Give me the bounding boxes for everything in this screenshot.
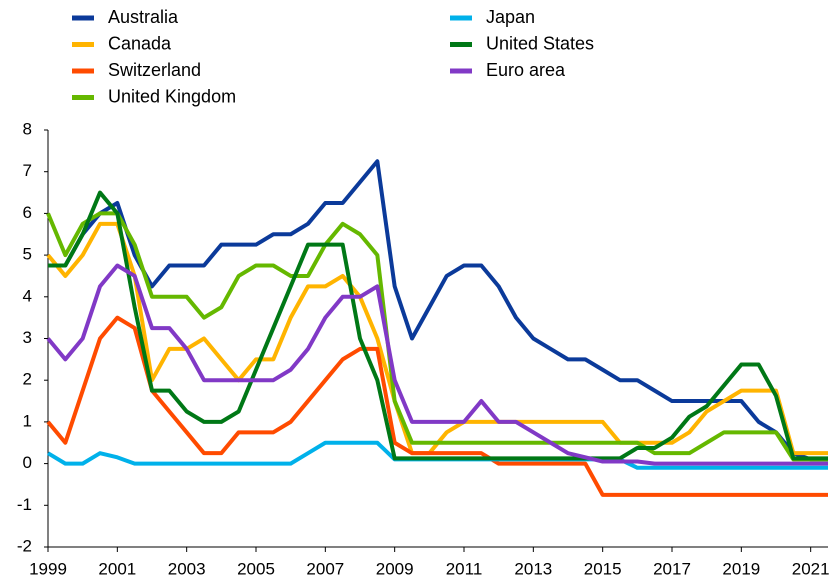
x-tick-label: 2015 bbox=[584, 559, 622, 578]
legend-label: Japan bbox=[486, 7, 535, 27]
y-tick-label: 8 bbox=[23, 119, 32, 138]
x-tick-label: 2005 bbox=[237, 559, 275, 578]
y-tick-label: 4 bbox=[23, 286, 32, 305]
legend-label: Australia bbox=[108, 7, 179, 27]
y-tick-label: 0 bbox=[23, 453, 32, 472]
legend-label: United Kingdom bbox=[108, 86, 236, 106]
y-tick-label: 6 bbox=[23, 203, 32, 222]
series-line bbox=[46, 263, 828, 466]
x-tick-label: 2021 bbox=[792, 559, 830, 578]
series-line bbox=[46, 315, 828, 497]
legend-label: United States bbox=[486, 33, 594, 53]
y-tick-label: 5 bbox=[23, 245, 32, 264]
legend-label: Euro area bbox=[486, 60, 566, 80]
y-tick-label: -1 bbox=[17, 495, 32, 514]
legend-label: Switzerland bbox=[108, 60, 201, 80]
y-tick-label: -2 bbox=[17, 536, 32, 555]
y-tick-label: 7 bbox=[23, 161, 32, 180]
legend-label: Canada bbox=[108, 33, 172, 53]
x-tick-label: 2019 bbox=[722, 559, 760, 578]
series-line bbox=[48, 190, 828, 461]
series-line bbox=[46, 221, 828, 456]
legend: Australia Canada Switzerland United Kingdom… bbox=[72, 7, 594, 106]
x-tick-label: 2017 bbox=[653, 559, 691, 578]
x-tick-label: 2007 bbox=[306, 559, 344, 578]
x-tick-label: 2011 bbox=[446, 559, 483, 578]
x-tick-label: 2009 bbox=[376, 559, 414, 578]
x-tick-label: 2003 bbox=[168, 559, 206, 578]
x-tick-label: 2001 bbox=[98, 559, 136, 578]
series-line bbox=[48, 159, 828, 462]
y-tick-label: 2 bbox=[23, 370, 32, 389]
x-tick-label: 1999 bbox=[29, 559, 67, 578]
y-tick-label: 3 bbox=[23, 328, 32, 347]
x-tick-label: 2013 bbox=[514, 559, 552, 578]
y-tick-label: 1 bbox=[23, 411, 32, 430]
series-line bbox=[46, 211, 828, 462]
